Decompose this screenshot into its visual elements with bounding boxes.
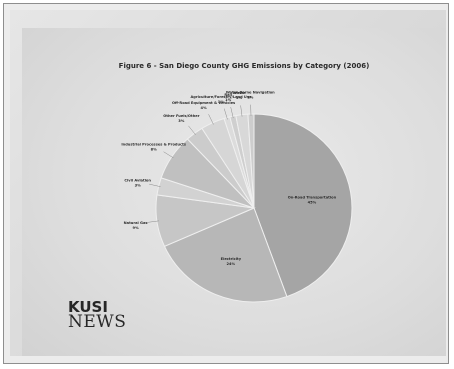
leader-line: [208, 114, 214, 125]
tv-screen: Figure 6 - San Diego County GHG Emission…: [10, 10, 446, 356]
slice-label: Electricity: [221, 257, 242, 261]
slice-label: Civil Aviation: [124, 178, 151, 182]
pie-slices: [155, 113, 353, 303]
slice-label: Off-Road Equipment & Vehicles: [172, 101, 235, 105]
slice-label: Industrial Processes & Products: [121, 143, 186, 147]
slice-label: Rail: [224, 93, 232, 97]
leader-line: [147, 220, 159, 223]
pie-chart: Figure 6 - San Diego County GHG Emission…: [119, 62, 370, 303]
chart-title: Figure 6 - San Diego County GHG Emission…: [119, 62, 370, 70]
pie-slice: [253, 113, 353, 298]
logo-call-sign: KUSI: [68, 298, 108, 316]
slice-label: On-Road Transportation: [288, 195, 337, 199]
slice-value-label: 1%: [218, 100, 225, 104]
leader-line: [240, 105, 243, 117]
slice-value-label: 8%: [151, 148, 158, 152]
slice-label: Waste: [233, 91, 246, 95]
screenshot-frame: Figure 6 - San Diego County GHG Emission…: [3, 3, 449, 364]
slice-value-label: 9%: [133, 226, 140, 230]
slice-value-label: 1%: [225, 98, 232, 102]
leader-line: [230, 106, 234, 119]
pie-slice: [163, 207, 288, 303]
slice-value-label: 3%: [135, 183, 142, 187]
slice-label: Water-Borne Navigation: [226, 90, 275, 94]
slice-value-label: 4%: [201, 106, 208, 110]
leader-line: [188, 125, 196, 135]
slice-value-label: 1%: [247, 95, 254, 99]
leader-line: [163, 151, 174, 159]
slice-value-label: 3%: [178, 119, 185, 123]
slice-label: Agriculture/Forestry/Land Use: [190, 95, 252, 99]
slice-label: Other Fuels/Other: [163, 114, 200, 118]
leader-line: [149, 183, 161, 187]
kusi-news-logo: KUSI NEWS: [68, 300, 146, 331]
slice-label: Natural Gas: [124, 221, 148, 225]
logo-news: NEWS: [68, 312, 127, 332]
slice-value-label: 45%: [308, 200, 317, 204]
slice-value-label: 24%: [227, 262, 236, 266]
slice-value-label: 2%: [236, 96, 243, 100]
chart-slide: Figure 6 - San Diego County GHG Emission…: [22, 28, 446, 356]
leader-line: [223, 108, 228, 120]
